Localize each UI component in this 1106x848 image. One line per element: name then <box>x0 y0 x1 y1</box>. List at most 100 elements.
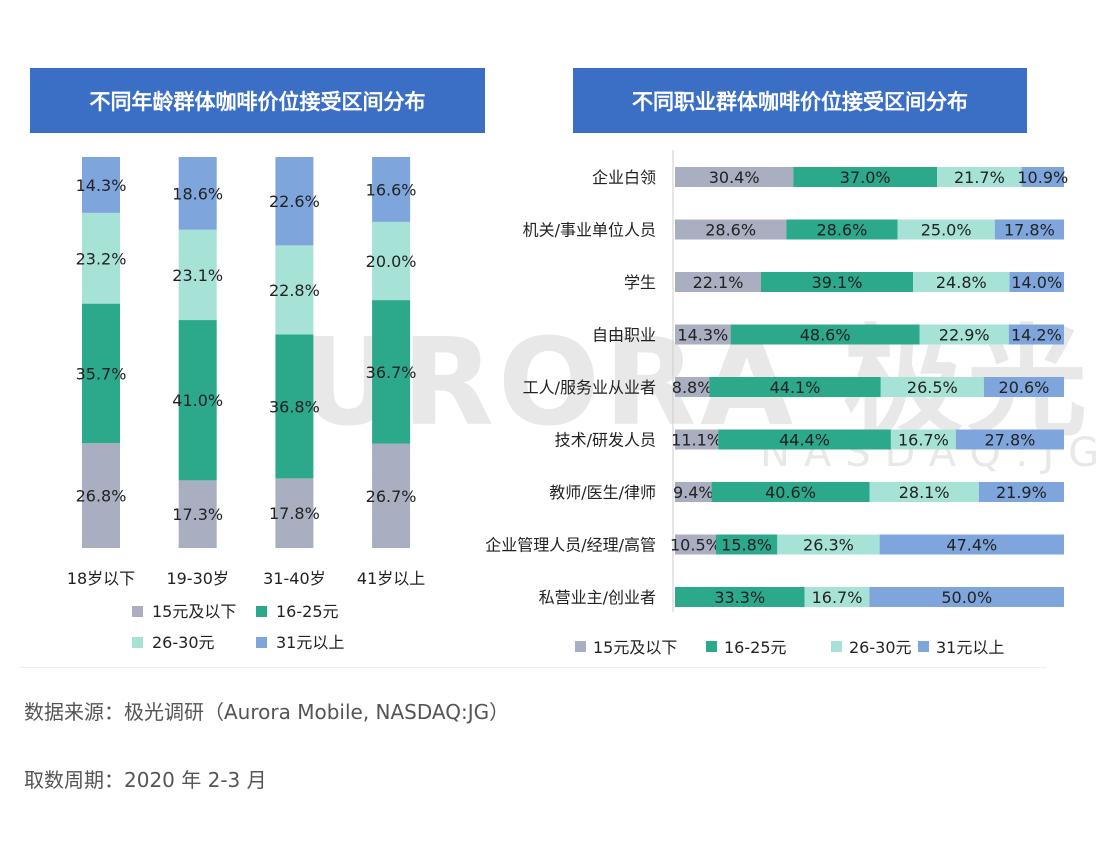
data-label: 14.0% <box>1011 273 1062 292</box>
bar-segment <box>372 221 411 301</box>
legend-swatch <box>706 641 717 652</box>
bar-segment <box>913 272 1010 292</box>
legend-label: 15元及以下 <box>152 602 236 621</box>
category-label: 41岁以上 <box>357 569 425 588</box>
bar-segment <box>275 245 314 335</box>
data-label: 41.0% <box>172 391 223 410</box>
bar-segment <box>275 334 314 479</box>
data-label: 21.9% <box>996 483 1047 502</box>
legend-swatch <box>256 637 267 648</box>
bar-segment <box>890 429 956 450</box>
legend-swatch <box>132 637 143 648</box>
data-label: 48.6% <box>800 326 851 345</box>
data-label: 28.6% <box>705 221 756 240</box>
data-label: 24.8% <box>936 273 987 292</box>
bar-segment <box>178 320 217 481</box>
bar-segment <box>937 167 1022 187</box>
data-label: 15.8% <box>721 536 772 555</box>
bar-segment <box>82 212 120 304</box>
bar-segment <box>675 587 805 607</box>
data-label: 26.5% <box>907 378 958 397</box>
bar-segment <box>675 429 719 450</box>
data-label: 14.3% <box>76 176 127 195</box>
data-label: 33.3% <box>714 588 765 607</box>
bar-segment <box>82 157 120 213</box>
data-label: 18.6% <box>172 184 223 203</box>
bar-segment <box>777 534 880 555</box>
bar-segment <box>675 219 787 240</box>
data-label: 9.4% <box>673 483 714 502</box>
bar-segment <box>869 482 979 502</box>
data-label: 20.6% <box>999 378 1050 397</box>
legend-label: 26-30元 <box>152 633 215 652</box>
category-label: 私营业主/创业者 <box>539 588 656 607</box>
bar-segment <box>804 587 870 607</box>
data-label: 25.0% <box>921 221 972 240</box>
data-label: 16.6% <box>366 180 417 199</box>
bar-segment <box>711 482 870 502</box>
bar-segment <box>82 303 120 444</box>
bar-segment <box>675 377 710 397</box>
bar-segment <box>275 478 314 548</box>
data-label: 36.7% <box>366 363 417 382</box>
data-label: 27.8% <box>985 431 1036 450</box>
data-label: 26.3% <box>803 536 854 555</box>
bar-segment <box>675 324 731 345</box>
bar-segment <box>919 324 1009 345</box>
legend-swatch <box>831 641 842 652</box>
category-label: 18岁以下 <box>67 569 135 588</box>
legend-label: 16-25元 <box>724 638 787 657</box>
bar-segment <box>994 219 1064 240</box>
data-label: 50.0% <box>941 588 992 607</box>
data-label: 21.7% <box>954 168 1005 187</box>
data-label: 26.8% <box>76 487 127 506</box>
bar-segment <box>880 377 984 397</box>
data-label: 36.8% <box>269 397 320 416</box>
data-label: 16.7% <box>898 431 949 450</box>
data-label: 28.6% <box>816 221 867 240</box>
data-label: 40.6% <box>765 483 816 502</box>
data-label: 16.7% <box>812 588 863 607</box>
category-label: 31-40岁 <box>263 569 326 588</box>
data-label: 22.6% <box>269 192 320 211</box>
data-label: 8.8% <box>672 378 713 397</box>
legend-label: 15元及以下 <box>593 638 677 657</box>
legend-swatch <box>256 606 267 617</box>
legend-swatch <box>575 641 586 652</box>
bar-segment <box>978 482 1064 502</box>
data-label: 10.9% <box>1017 168 1068 187</box>
right-chart-title: 不同职业群体咖啡价位接受区间分布 <box>573 68 1027 133</box>
data-label: 14.3% <box>677 326 728 345</box>
data-label: 17.8% <box>269 504 320 523</box>
bar-segment <box>675 272 761 292</box>
bar-segment <box>897 219 995 240</box>
data-label: 22.1% <box>693 273 744 292</box>
bar-segment <box>675 482 712 502</box>
category-label: 教师/医生/律师 <box>549 483 656 502</box>
data-label: 37.0% <box>840 168 891 187</box>
data-label: 17.3% <box>172 505 223 524</box>
data-label: 30.4% <box>709 168 760 187</box>
legend-label: 31元以上 <box>936 638 1004 657</box>
data-label: 10.5% <box>670 536 721 555</box>
category-label: 19-30岁 <box>166 569 229 588</box>
bar-segment <box>1021 167 1064 187</box>
bar-segment <box>793 167 938 187</box>
bar-segment <box>372 300 411 444</box>
category-label: 学生 <box>624 273 656 292</box>
data-label: 26.7% <box>366 487 417 506</box>
data-label: 23.2% <box>76 249 127 268</box>
legend-label: 26-30元 <box>849 638 912 657</box>
category-label: 企业白领 <box>592 168 656 187</box>
data-label: 20.0% <box>366 252 417 271</box>
data-label: 11.1% <box>671 431 722 450</box>
legend-swatch <box>918 641 929 652</box>
bar-segment <box>675 534 716 555</box>
category-label: 技术/研发人员 <box>555 431 656 450</box>
bar-segment <box>1009 272 1064 292</box>
data-label: 28.1% <box>899 483 950 502</box>
category-label: 机关/事业单位人员 <box>523 221 656 240</box>
bar-segment <box>675 167 794 187</box>
bar-segment <box>178 229 217 321</box>
